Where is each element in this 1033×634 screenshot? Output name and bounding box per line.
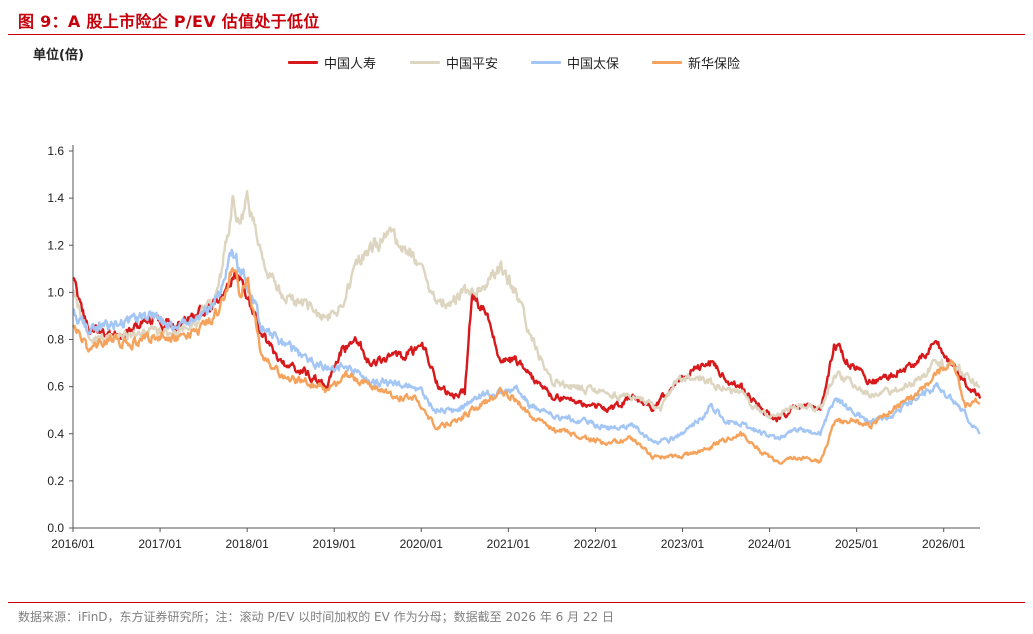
legend-swatch xyxy=(410,60,440,64)
legend-swatch xyxy=(288,60,318,64)
x-tick-label: 2021/01 xyxy=(487,537,531,551)
x-tick-label: 2016/01 xyxy=(51,537,95,551)
legend-label: 新华保险 xyxy=(688,56,741,72)
series-line-china-life xyxy=(72,270,982,423)
legend-item-china-life: 中国人寿 xyxy=(288,52,376,72)
legend-item-cpic: 中国太保 xyxy=(531,52,619,72)
x-tick-label: 2025/01 xyxy=(835,537,879,551)
x-tick-label: 2017/01 xyxy=(138,537,182,551)
y-tick-label: 0.4 xyxy=(47,427,64,441)
y-tick-label: 1.4 xyxy=(47,191,64,205)
chart-plot: 0.0 0.2 0.4 0.6 0.8 1.0 1.2 1.4 1.6 2016/01 2017/0… xyxy=(47,144,982,551)
y-tick-label: 1.0 xyxy=(47,285,64,299)
figure-title: 图 9：A 股上市险企 P/EV 估值处于低位 xyxy=(18,12,320,31)
legend-label: 中国太保 xyxy=(567,56,620,72)
legend-item-ping-an: 中国平安 xyxy=(410,52,498,72)
chart-legend: 中国人寿 中国平安 中国太保 新华保险 xyxy=(0,52,1033,72)
x-tick-label: 2018/01 xyxy=(225,537,269,551)
series-layer xyxy=(71,190,982,465)
legend-swatch xyxy=(531,60,561,64)
y-axis-unit-label: 单位(倍) xyxy=(33,48,84,63)
y-tick-label: 0.0 xyxy=(47,521,64,535)
legend-label: 中国人寿 xyxy=(324,56,377,72)
y-tick-label: 0.8 xyxy=(47,333,64,347)
legend-label: 中国平安 xyxy=(446,56,499,72)
x-tick-label: 2023/01 xyxy=(661,537,705,551)
title-rule xyxy=(8,34,1025,35)
series-line-ping-an xyxy=(72,190,981,420)
legend-item-new-china-life: 新华保险 xyxy=(652,52,740,72)
x-tick-label: 2020/01 xyxy=(400,537,444,551)
series-line-new-china-life xyxy=(71,267,981,465)
footnote: 数据来源：iFinD，东方证券研究所；注：滚动 P/EV 以时间加权的 EV 作… xyxy=(18,610,614,624)
footer-rule xyxy=(8,602,1025,603)
y-tick-label: 0.6 xyxy=(47,380,64,394)
x-tick-label: 2019/01 xyxy=(313,537,357,551)
series-line-cpic xyxy=(72,248,981,446)
y-tick-label: 0.2 xyxy=(47,474,64,488)
y-tick-label: 1.6 xyxy=(47,144,64,158)
x-tick-label: 2026/01 xyxy=(922,537,966,551)
x-tick-label: 2024/01 xyxy=(748,537,792,551)
x-tick-label: 2022/01 xyxy=(574,537,618,551)
y-tick-label: 1.2 xyxy=(47,238,64,252)
axis-layer: 0.0 0.2 0.4 0.6 0.8 1.0 1.2 1.4 1.6 2016/01 2017/0… xyxy=(47,144,980,551)
legend-swatch xyxy=(652,60,682,64)
